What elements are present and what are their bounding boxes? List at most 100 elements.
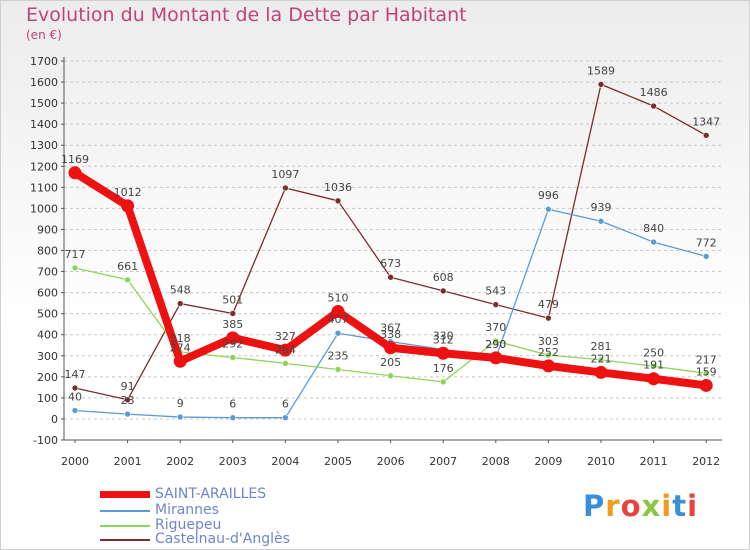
x-tick-label: 2009 (534, 455, 562, 468)
data-point (545, 351, 552, 359)
data-label: 327 (275, 330, 296, 343)
data-label: 191 (643, 359, 664, 372)
data-label: 147 (65, 368, 86, 381)
legend-swatch (100, 491, 150, 498)
data-label: 274 (170, 341, 191, 354)
data-point (597, 217, 605, 225)
data-label: 1097 (271, 168, 299, 181)
data-label: 290 (485, 338, 506, 351)
data-point (650, 102, 657, 110)
data-point (124, 276, 131, 284)
x-tick-label: 2012 (692, 455, 720, 468)
proxiti-logo: Proxiti (583, 489, 698, 523)
data-label: 772 (696, 236, 717, 249)
data-point (597, 81, 605, 88)
data-point (384, 341, 398, 355)
data-label: 221 (591, 352, 612, 365)
data-label: 40 (68, 391, 82, 404)
y-tick-label: 300 (37, 350, 58, 363)
data-label: 501 (222, 293, 243, 306)
data-point (68, 166, 82, 180)
data-point (331, 305, 345, 319)
y-tick-label: 1600 (30, 76, 58, 89)
data-point (492, 337, 500, 345)
y-tick-label: 0 (51, 413, 58, 426)
data-point (334, 329, 342, 337)
data-label: 996 (538, 189, 559, 202)
data-point (71, 384, 79, 392)
data-point (387, 372, 394, 380)
data-point (176, 413, 184, 421)
data-label: 250 (643, 346, 664, 359)
data-point (439, 378, 447, 386)
data-point (545, 205, 552, 213)
logo-letter: t (672, 489, 688, 523)
data-point (594, 365, 608, 379)
data-point (282, 184, 289, 192)
chart-title: Evolution du Montant de la Dette par Hab… (26, 4, 467, 26)
data-label: 367 (380, 322, 401, 335)
data-point (334, 197, 342, 205)
data-label: 510 (328, 292, 349, 305)
data-label: 370 (485, 321, 506, 334)
data-point (173, 354, 187, 368)
y-tick-label: -100 (33, 434, 58, 447)
x-tick-label: 2005 (324, 455, 352, 468)
data-label: 235 (328, 349, 349, 362)
data-point (436, 346, 450, 360)
data-label: 1036 (324, 181, 352, 194)
data-point (702, 132, 710, 139)
legend-label: Castelnau-d'Anglès (155, 531, 290, 547)
logo-letter: o (620, 489, 642, 523)
data-label: 1169 (61, 153, 89, 166)
y-tick-label: 200 (37, 371, 58, 384)
data-label: 548 (170, 284, 191, 297)
data-point (541, 359, 555, 373)
data-label: 330 (433, 329, 454, 342)
data-label: 252 (538, 346, 559, 359)
legend-label: Mirannes (155, 502, 219, 518)
logo-letter: x (641, 489, 662, 523)
data-label: 318 (170, 332, 191, 345)
data-label: 1347 (692, 115, 720, 128)
data-label: 543 (485, 285, 506, 298)
data-label: 176 (433, 362, 454, 375)
data-label: 303 (538, 335, 559, 348)
y-tick-label: 1400 (30, 118, 58, 131)
data-label: 292 (222, 337, 243, 350)
y-tick-label: 600 (37, 287, 58, 300)
data-label: 939 (591, 201, 612, 214)
data-label: 217 (696, 353, 717, 366)
data-point (699, 378, 713, 392)
y-tick-label: 1200 (30, 160, 58, 173)
data-point (492, 301, 500, 308)
data-label: 673 (380, 257, 401, 270)
data-point (121, 199, 135, 213)
data-point (439, 287, 447, 295)
series-castelnau-d-angl-s (71, 81, 710, 404)
x-tick-label: 2011 (640, 455, 668, 468)
data-point (176, 300, 184, 307)
logo-letter: r (605, 489, 621, 523)
legend-swatch (100, 525, 150, 527)
data-point (650, 363, 657, 370)
data-label: 91 (121, 380, 135, 393)
data-label: 479 (538, 298, 559, 311)
y-tick-label: 500 (37, 308, 58, 321)
chart-subtitle: (en €) (26, 28, 62, 42)
data-label: 1012 (114, 186, 142, 199)
y-tick-label: 1300 (30, 139, 58, 152)
data-point (282, 360, 289, 367)
logo-letter: i (687, 489, 699, 523)
data-label: 717 (65, 248, 86, 261)
data-label: 385 (222, 318, 243, 331)
data-label: 1589 (587, 64, 615, 77)
data-label: 661 (117, 260, 138, 273)
data-label: 159 (696, 365, 717, 378)
data-label: 6 (282, 398, 289, 411)
data-point (229, 310, 237, 317)
y-tick-label: 1700 (30, 55, 58, 68)
y-tick-label: 1000 (30, 202, 58, 215)
data-point (71, 264, 79, 272)
